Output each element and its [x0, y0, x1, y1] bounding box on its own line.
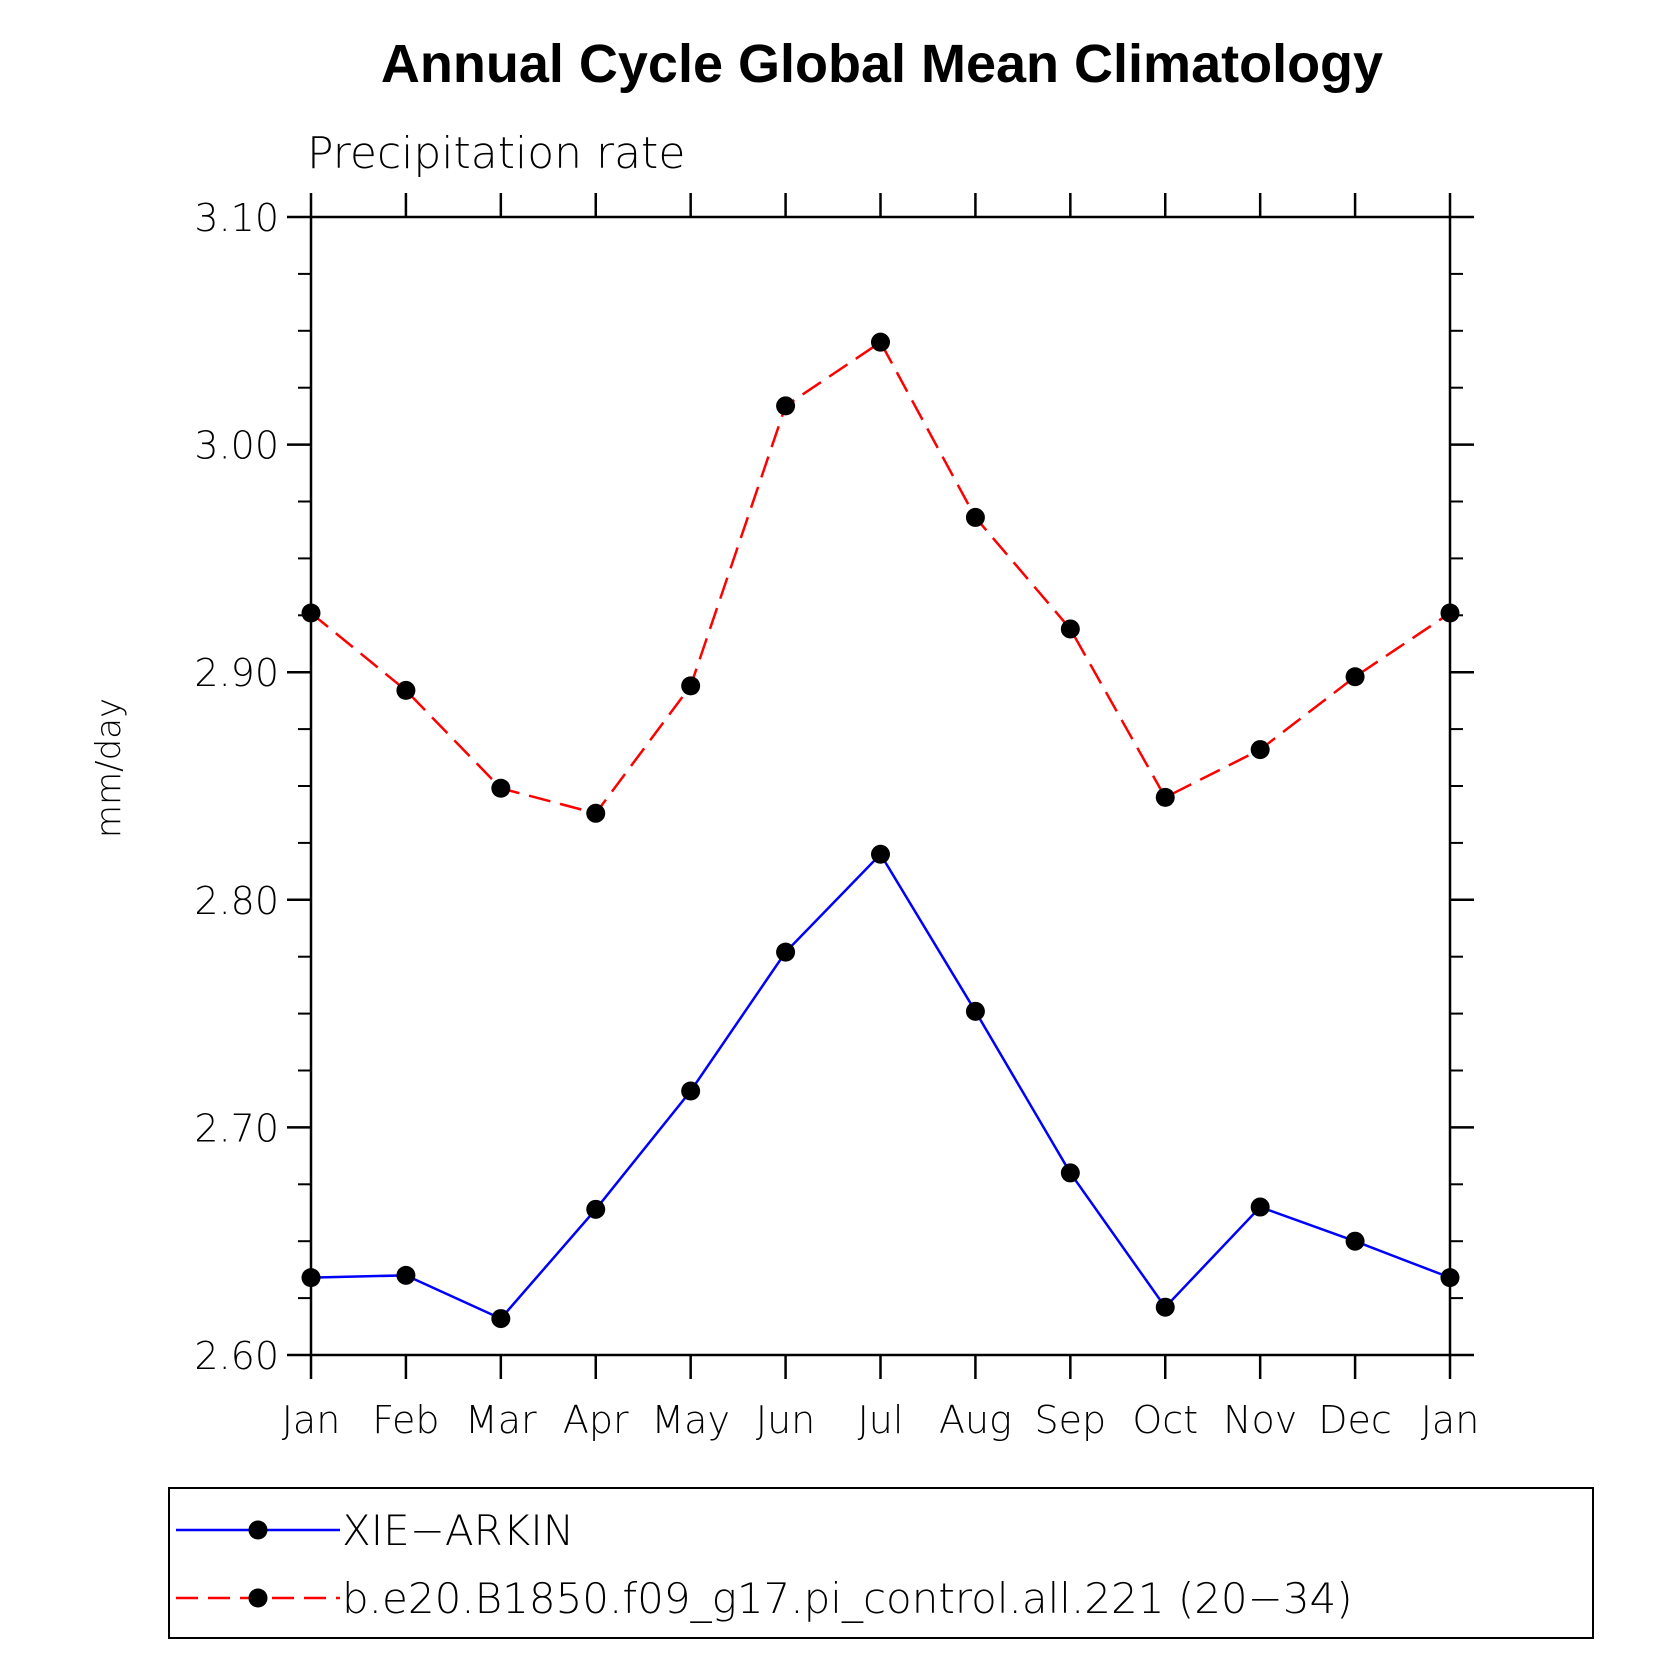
y-tick-label: 2.60: [194, 1334, 279, 1378]
data-point: [1155, 1297, 1175, 1317]
data-point: [1060, 619, 1080, 639]
x-tick-label: Jan: [282, 1398, 341, 1442]
chart-subtitle: Precipitation rate: [307, 128, 685, 179]
x-tick-label: May: [651, 1398, 730, 1442]
x-tick-label: Jun: [756, 1398, 815, 1442]
data-point: [681, 1081, 701, 1101]
series-line-1: [310, 340, 1451, 815]
x-tick-label: Sep: [1035, 1398, 1107, 1442]
y-tick-label: 2.80: [194, 879, 279, 923]
data-point: [1155, 787, 1175, 807]
data-point: [1250, 740, 1270, 760]
y-tick-label: 2.90: [194, 651, 279, 695]
axis-ticks: [287, 193, 1474, 1379]
y-tick-label: 3.00: [194, 424, 279, 468]
x-tick-label: Dec: [1318, 1398, 1392, 1442]
data-point: [1345, 1231, 1365, 1251]
data-point: [491, 778, 511, 798]
x-tick-label: Mar: [465, 1398, 537, 1442]
legend-box: [168, 1487, 1594, 1639]
data-point: [776, 942, 796, 962]
series-line-0: [310, 852, 1451, 1321]
data-point: [491, 1309, 511, 1329]
legend-marker-1: [248, 1588, 268, 1608]
data-point: [681, 676, 701, 696]
x-tick-label: Aug: [939, 1398, 1012, 1442]
data-point: [586, 1199, 606, 1219]
x-tick-label: Jan: [1421, 1398, 1480, 1442]
data-point: [1440, 1268, 1460, 1288]
series-lines: [310, 340, 1451, 1321]
data-point: [871, 332, 890, 352]
data-point: [1440, 603, 1460, 623]
x-tick-label: Oct: [1132, 1398, 1198, 1442]
legend-marker-0: [248, 1520, 268, 1540]
data-point: [965, 1001, 985, 1021]
series-markers: [301, 332, 1460, 1329]
data-point: [396, 680, 416, 700]
x-tick-label: Jul: [858, 1398, 904, 1442]
plot-frame: [309, 215, 1452, 1357]
data-point: [1060, 1163, 1080, 1183]
y-tick-labels: 2.60 2.70 2.80 2.90 3.00 3.10: [194, 196, 279, 1378]
legend: XIE−ARKIN b.e20.B1850.f09_g17.pi_control.…: [168, 1487, 1594, 1639]
y-tick-label: 2.70: [194, 1106, 279, 1150]
chart-title: Annual Cycle Global Mean Climatology: [381, 34, 1383, 94]
data-point: [871, 844, 890, 864]
y-axis-label: mm/day: [89, 698, 129, 838]
legend-label-0: XIE−ARKIN: [342, 1506, 574, 1555]
x-tick-labels: Jan Feb Mar Apr May Jun Jul Aug Sep Oct Nov Dec Jan: [282, 1398, 1480, 1442]
data-point: [301, 1268, 321, 1288]
x-tick-label: Apr: [563, 1398, 629, 1442]
data-point: [586, 803, 606, 823]
plot-border: [309, 215, 1452, 1357]
data-point: [1345, 667, 1365, 687]
x-tick-label: Feb: [372, 1398, 439, 1442]
x-tick-label: Nov: [1223, 1398, 1297, 1442]
legend-label-1: b.e20.B1850.f09_g17.pi_control.all.221 (…: [342, 1574, 1353, 1623]
data-point: [965, 507, 985, 527]
y-tick-label: 3.10: [194, 196, 279, 240]
data-point: [396, 1265, 416, 1285]
data-point: [776, 396, 796, 416]
data-point: [301, 603, 321, 623]
data-point: [1250, 1197, 1270, 1217]
